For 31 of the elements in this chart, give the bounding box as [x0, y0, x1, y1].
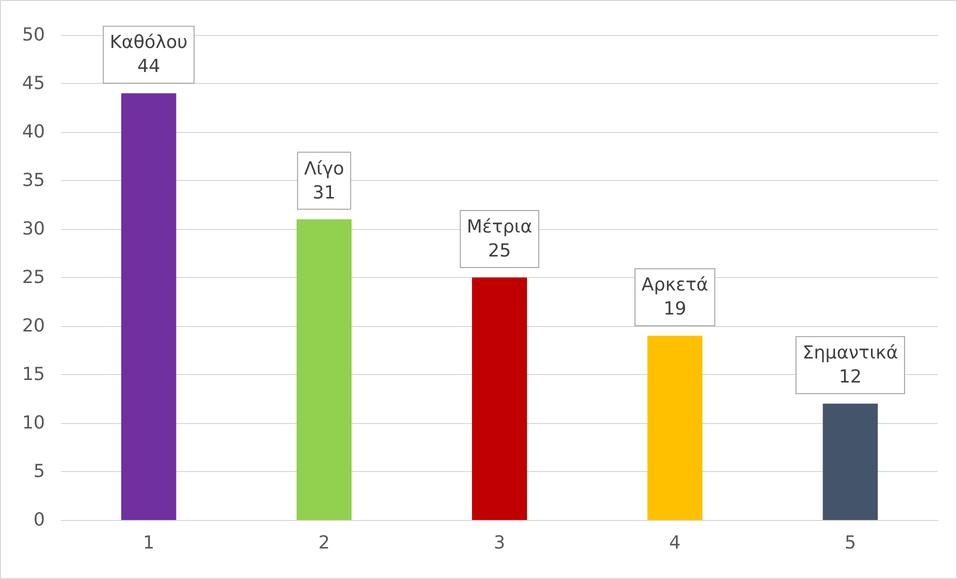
x-tick-label: 2 [318, 532, 330, 554]
bar [822, 404, 878, 520]
y-tick-label: 15 [22, 364, 45, 385]
annotation: Καθόλου [110, 32, 188, 54]
y-tick-label: 45 [22, 73, 45, 94]
bar [647, 336, 702, 520]
y-tick-label: 35 [22, 170, 45, 191]
bar [472, 278, 527, 520]
annotation: Μέτρια [466, 216, 532, 238]
y-tick-label: 30 [22, 218, 45, 240]
bar [121, 93, 176, 520]
x-tick-label: 3 [494, 532, 506, 554]
data-label: 12 [838, 366, 862, 388]
y-tick-label: 40 [22, 122, 45, 142]
y-tick-label: 5 [34, 461, 45, 482]
annotation: Λίγο [304, 158, 344, 180]
data-label: 44 [137, 56, 160, 78]
x-tick-label: 5 [844, 532, 856, 554]
y-tick-label: 50 [22, 24, 45, 46]
x-tick-label: 4 [669, 532, 681, 554]
data-label: 25 [488, 240, 511, 262]
x-tick-label: 1 [142, 532, 154, 554]
bar [296, 219, 352, 520]
annotation: Αρκετά [642, 274, 708, 296]
y-tick-label: 0 [34, 510, 45, 530]
data-label: 31 [312, 182, 336, 204]
data-label: 19 [663, 298, 686, 320]
annotation: Σημαντικά [802, 342, 898, 364]
y-tick-label: 25 [22, 267, 45, 288]
y-tick-label: 20 [22, 316, 45, 336]
y-tick-label: 10 [22, 412, 45, 434]
